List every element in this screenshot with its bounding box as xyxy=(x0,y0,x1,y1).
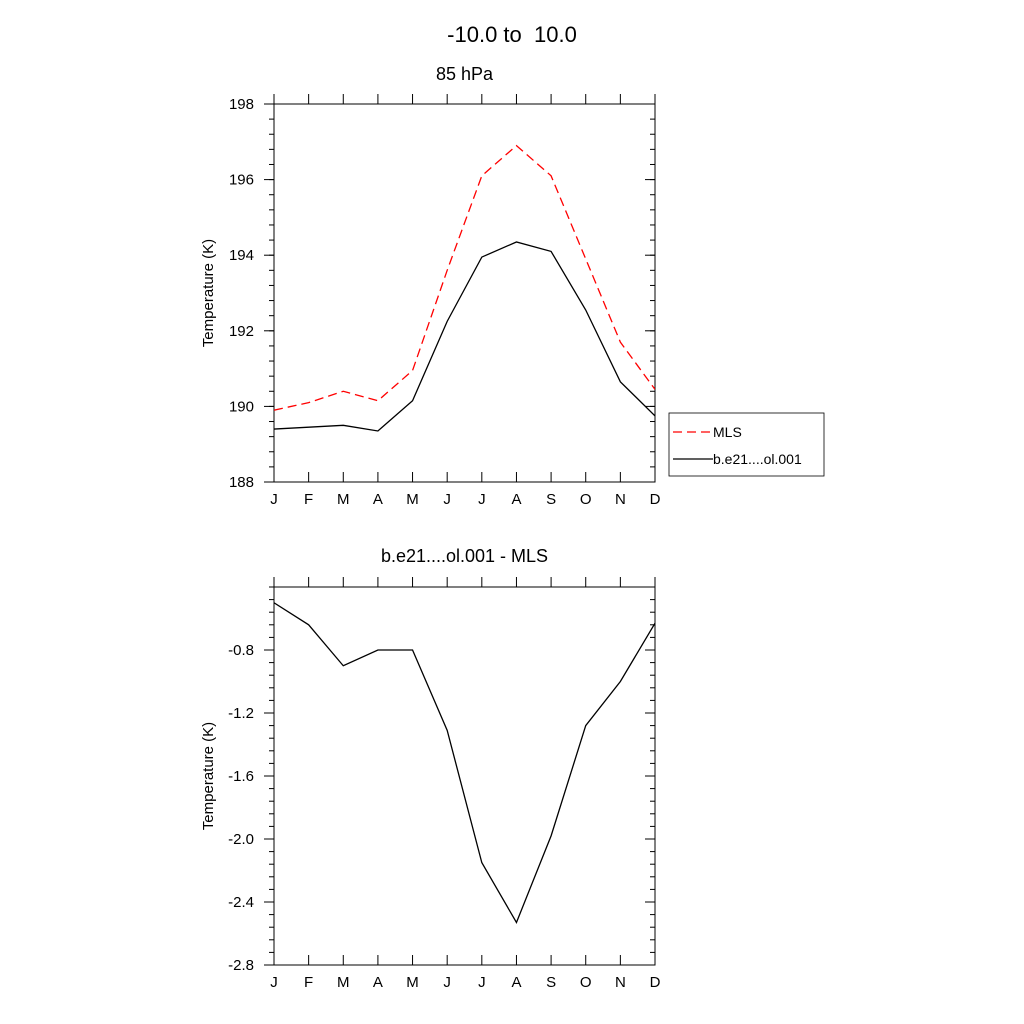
x-tick-label: J xyxy=(443,974,451,991)
x-tick-label: J xyxy=(478,491,486,508)
x-tick-label: A xyxy=(511,491,521,508)
bottom-panel-series xyxy=(274,602,655,924)
y-tick-label: -2.4 xyxy=(228,894,254,911)
legend: MLS b.e21....ol.001 xyxy=(668,412,825,477)
y-tick-label: 188 xyxy=(229,474,254,491)
legend-box xyxy=(668,412,825,477)
y-tick-label: 196 xyxy=(229,172,254,189)
x-tick-label: A xyxy=(373,491,383,508)
series-line-0 xyxy=(274,602,655,924)
x-tick-label: S xyxy=(546,974,556,991)
y-tick-label: -2.8 xyxy=(228,957,254,974)
series-line-b-e21-ol-001 xyxy=(274,241,655,432)
x-tick-label: F xyxy=(304,491,313,508)
x-tick-label: M xyxy=(337,974,350,991)
bottom-panel: b.e21....ol.001 - MLS Temperature (K) J F… xyxy=(200,546,661,991)
bottom-panel-title: b.e21....ol.001 - MLS xyxy=(381,546,548,566)
x-tick-label: M xyxy=(337,491,350,508)
y-tick-label: -1.6 xyxy=(228,768,254,785)
x-tick-label: J xyxy=(443,491,451,508)
x-tick-label: O xyxy=(580,974,592,991)
y-tick-label: -0.8 xyxy=(228,642,254,659)
y-tick-label: 198 xyxy=(229,96,254,113)
top-panel-series xyxy=(274,144,655,432)
y-tick-label: -1.2 xyxy=(228,705,254,722)
top-panel-ticks: J F M A M J J A S O N D 188 190 192 194 196 198 xyxy=(229,94,661,508)
x-tick-label: S xyxy=(546,491,556,508)
x-tick-label: M xyxy=(406,974,419,991)
x-tick-label: M xyxy=(406,491,419,508)
legend-label: MLS xyxy=(713,424,742,440)
legend-label: b.e21....ol.001 xyxy=(713,451,802,467)
bottom-panel-ylabel: Temperature (K) xyxy=(200,722,217,830)
top-panel-title: 85 hPa xyxy=(436,64,494,84)
top-panel: 85 hPa Temperature (K) J F M A M J J A S O N D 188 19… xyxy=(200,64,825,508)
x-tick-label: A xyxy=(373,974,383,991)
bottom-plot-frame xyxy=(273,586,656,966)
top-plot-frame xyxy=(273,103,656,483)
x-tick-label: N xyxy=(615,491,626,508)
y-tick-label: 190 xyxy=(229,398,254,415)
x-tick-label: O xyxy=(580,491,592,508)
y-tick-label: -2.0 xyxy=(228,831,254,848)
figure-title: -10.0 to 10.0 xyxy=(447,22,577,47)
y-tick-label: 194 xyxy=(229,247,254,264)
y-tick-label: 192 xyxy=(229,323,254,340)
x-tick-label: D xyxy=(650,491,661,508)
x-tick-label: J xyxy=(270,491,278,508)
x-tick-label: D xyxy=(650,974,661,991)
x-tick-label: F xyxy=(304,974,313,991)
x-tick-label: A xyxy=(511,974,521,991)
x-tick-label: J xyxy=(270,974,278,991)
series-line-mls xyxy=(274,144,655,411)
x-tick-label: J xyxy=(478,974,486,991)
x-tick-label: N xyxy=(615,974,626,991)
top-panel-ylabel: Temperature (K) xyxy=(200,239,217,347)
bottom-panel-ticks: J F M A M J J A S O N D -2.8 -2.4 -2.0 -1.6 -1.2 -0.8 xyxy=(228,577,661,991)
